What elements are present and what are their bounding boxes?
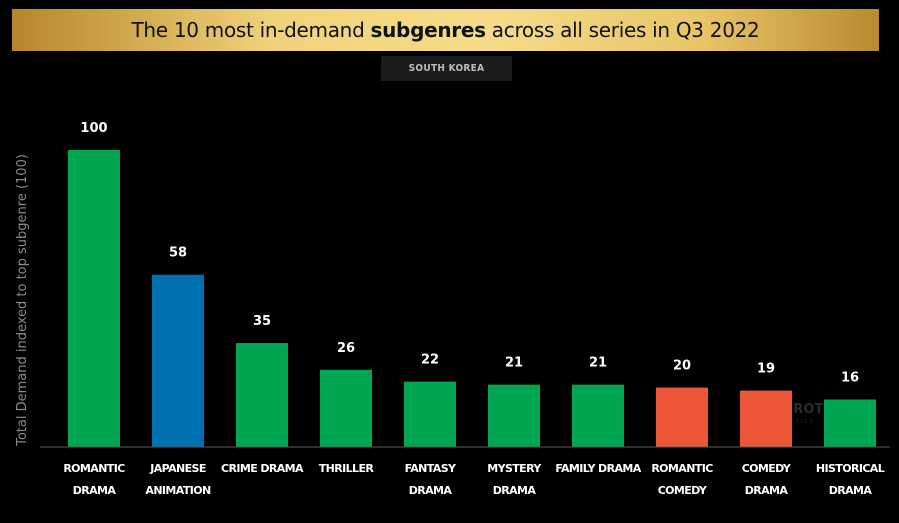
category-label: THRILLER: [319, 462, 375, 475]
bar-8: [656, 387, 708, 447]
bar-7: [572, 384, 624, 447]
category-label: FANTASY DRAMA: [405, 462, 457, 497]
bar-2: [152, 274, 204, 447]
bar-value-label: 35: [253, 314, 271, 329]
y-axis-label: Total Demand indexed to top subgenre (10…: [15, 154, 30, 447]
bars-group: [68, 150, 876, 447]
title-suffix: across all series in Q3 2022: [485, 18, 760, 42]
bar-4: [320, 369, 372, 447]
bar-value-label: 21: [505, 356, 523, 371]
region-badge: SOUTH KOREA: [381, 56, 512, 81]
bar-10: [824, 399, 876, 447]
category-label: COMEDY DRAMA: [742, 462, 792, 497]
chart-title: The 10 most in-demand subgenres across a…: [132, 18, 760, 42]
title-emphasis: subgenres: [370, 18, 487, 42]
category-label: MYSTERY DRAMA: [487, 462, 542, 497]
labels-group: 100 ROMANTIC DRAMA 58 JAPANESE ANIMATION 35 CRI…: [63, 121, 885, 497]
bar-value-label: 22: [421, 353, 439, 368]
bar-value-label: 16: [841, 370, 859, 385]
title-banner: The 10 most in-demand subgenres across a…: [12, 9, 879, 51]
bar-value-label: 26: [337, 341, 355, 356]
bar-9: [740, 390, 792, 447]
bar-3: [236, 343, 288, 447]
bar-value-label: 21: [589, 356, 607, 371]
category-label: FAMILY DRAMA: [555, 462, 641, 475]
category-label: HISTORICAL DRAMA: [816, 462, 885, 497]
bar-value-label: 100: [80, 121, 107, 136]
category-label: ROMANTIC DRAMA: [63, 462, 125, 497]
title-prefix: The 10 most in-demand: [131, 18, 371, 42]
bar-value-label: 58: [169, 246, 187, 261]
bar-value-label: 20: [673, 359, 691, 374]
bar-5: [404, 381, 456, 447]
category-label: CRIME DRAMA: [221, 462, 304, 475]
bar-6: [488, 384, 540, 447]
bar-1: [68, 150, 120, 447]
category-label: ROMANTIC COMEDY: [651, 462, 713, 497]
bar-value-label: 19: [757, 362, 775, 377]
category-label: JAPANESE ANIMATION: [145, 462, 211, 497]
